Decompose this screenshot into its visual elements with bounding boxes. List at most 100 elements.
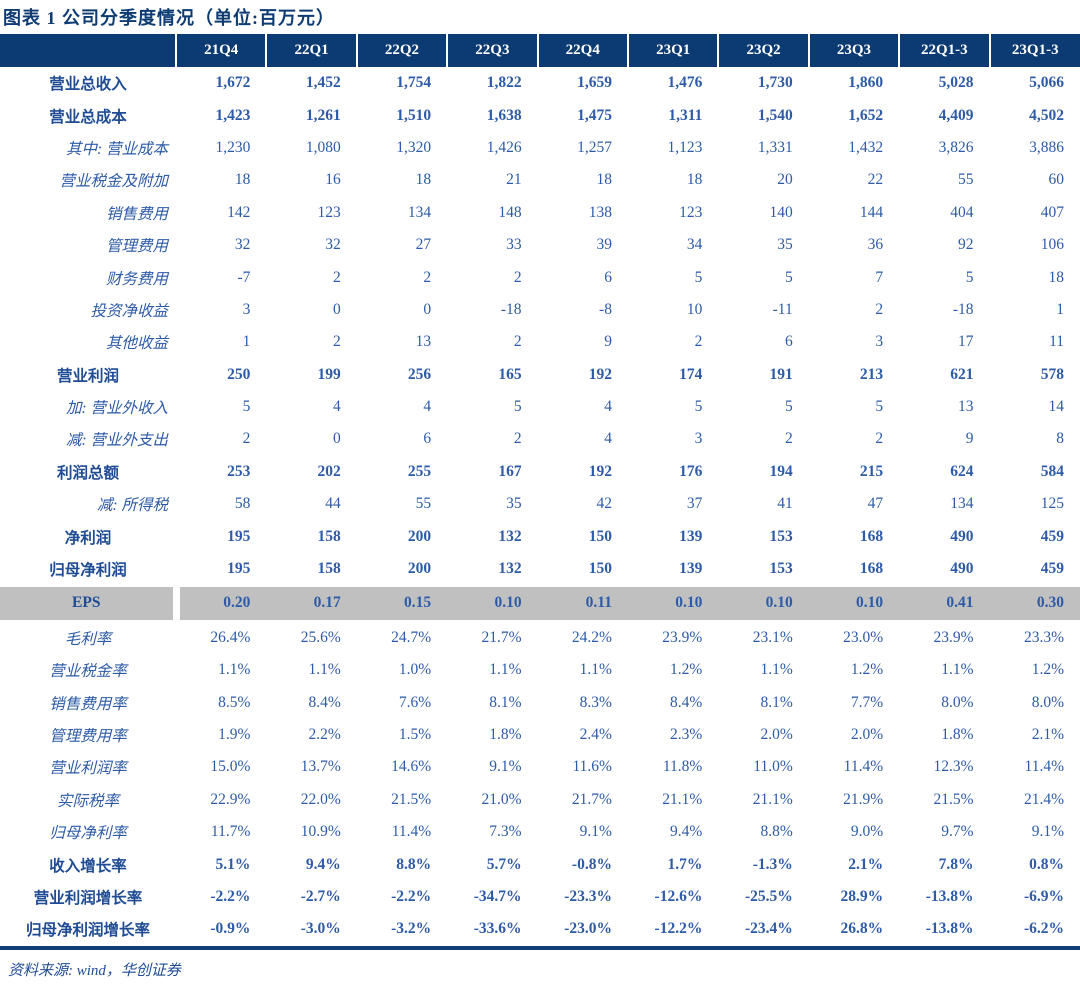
- row-label: 利润总额: [56, 464, 119, 482]
- value-cell: 165: [498, 365, 522, 383]
- value-cell: 5: [965, 268, 974, 286]
- value-cell: -23.3%: [564, 887, 612, 905]
- value-cell: 5.7%: [486, 855, 522, 873]
- value-cell: 1.2%: [1031, 661, 1064, 679]
- value-cell: 11.4%: [1024, 758, 1064, 776]
- value-cell: 0.15: [356, 585, 448, 622]
- value-cell: 213: [859, 365, 884, 383]
- table-row: 营业利润率 15.0% 13.7% 14.6% 9.1% 11.6% 11.8% 11.0% 1…: [0, 751, 1080, 783]
- value-cell: 6: [784, 333, 793, 351]
- table-row: 减: 所得税 58 44 55 35 42 37 41 47 134 125: [0, 488, 1080, 520]
- value-cell: 1.5%: [398, 726, 432, 743]
- value-cell: 0.20: [176, 585, 267, 622]
- header-cell-22q1-3: 22Q1-3: [898, 34, 990, 67]
- value-cell: 36: [867, 236, 884, 254]
- value-cell: 18: [415, 171, 432, 189]
- value-cell: 13.7%: [300, 758, 341, 776]
- table-row: 财务费用 -7 2 2 2 6 5 5 7 5 18: [0, 261, 1080, 293]
- value-cell: 168: [859, 527, 884, 545]
- value-cell: 4: [423, 398, 432, 416]
- value-cell: 2: [513, 430, 522, 448]
- value-cell: 0.8%: [1029, 855, 1064, 873]
- row-label: 收入增长率: [49, 857, 127, 875]
- value-cell: 8.1%: [489, 693, 522, 711]
- value-cell: 0.10: [718, 585, 809, 622]
- value-cell: 174: [679, 365, 703, 383]
- value-cell: 490: [950, 560, 974, 578]
- value-cell: -33.6%: [473, 920, 522, 938]
- row-label: 管理费用率: [49, 728, 127, 745]
- value-cell: 195: [227, 527, 251, 545]
- value-cell: 5: [784, 268, 793, 286]
- value-cell: 1,080: [305, 138, 341, 156]
- value-cell: 132: [498, 560, 522, 578]
- value-cell: 1,638: [486, 106, 522, 124]
- value-cell: 33: [506, 236, 522, 254]
- figure-title: 图表 1 公司分季度情况（单位:百万元）: [3, 8, 335, 28]
- value-cell: 21: [506, 171, 522, 189]
- value-cell: 7.7%: [850, 693, 884, 711]
- value-cell: -0.9%: [210, 920, 251, 938]
- value-cell: 24.7%: [391, 628, 432, 646]
- value-cell: 55: [415, 495, 432, 513]
- value-cell: 2.4%: [579, 726, 612, 743]
- value-cell: -34.7%: [473, 887, 522, 905]
- value-cell: 18: [686, 171, 703, 189]
- value-cell: 158: [317, 560, 341, 578]
- value-cell: 11.4%: [391, 823, 432, 841]
- value-cell: 8.8%: [760, 823, 793, 841]
- value-cell: 192: [588, 462, 612, 480]
- value-cell: 134: [950, 495, 974, 513]
- value-cell: 106: [1040, 236, 1064, 254]
- value-cell: 0.10: [808, 585, 900, 622]
- value-cell: 0.11: [537, 585, 628, 622]
- value-cell: 459: [1040, 560, 1064, 578]
- table-row: 净利润 195 158 200 132 150 139 153 168 490 459: [0, 520, 1080, 552]
- value-cell: 2: [242, 430, 251, 448]
- value-cell: 5: [513, 398, 522, 416]
- value-cell: 5,028: [938, 74, 974, 92]
- value-cell: 1,452: [305, 74, 341, 92]
- row-label: 投资净收益: [90, 302, 168, 320]
- value-cell: 1.7%: [667, 855, 703, 873]
- value-cell: 1,730: [757, 74, 793, 92]
- header-cell-23q3: 23Q3: [807, 34, 900, 67]
- value-cell: 21.0%: [481, 790, 522, 808]
- source-note: 资料来源: wind，华创证券: [8, 962, 181, 979]
- row-label: 减: 营业外支出: [65, 432, 168, 450]
- value-cell: 22.0%: [300, 790, 341, 808]
- value-cell: 3,886: [1029, 138, 1064, 156]
- value-cell: 7.8%: [938, 855, 974, 873]
- value-cell: 21.7%: [481, 628, 522, 646]
- value-cell: 407: [1040, 203, 1064, 221]
- value-cell: 158: [317, 527, 341, 545]
- value-cell: 142: [227, 203, 251, 221]
- row-label: 其他收益: [105, 335, 168, 353]
- table-row: 营业税金率 1.1% 1.1% 1.0% 1.1% 1.1% 1.2% 1.1% 1.2% 1.1…: [0, 654, 1080, 686]
- value-cell: 256: [407, 365, 432, 383]
- table-row: 利润总额 253 202 255 167 192 176 194 215 624 584: [0, 456, 1080, 488]
- value-cell: 15.0%: [210, 758, 251, 776]
- value-cell: 18: [234, 171, 251, 189]
- value-cell: 42: [596, 495, 612, 513]
- value-cell: 12.3%: [933, 758, 974, 776]
- value-cell: 578: [1040, 365, 1064, 383]
- value-cell: -23.4%: [744, 920, 793, 938]
- value-cell: 199: [317, 365, 341, 383]
- value-cell: 1,261: [305, 106, 341, 124]
- value-cell: -12.6%: [654, 887, 703, 905]
- header-cell-22q1: 22Q1: [265, 34, 357, 67]
- value-cell: 34: [686, 236, 703, 254]
- value-cell: 9.7%: [941, 823, 974, 841]
- value-cell: 21.4%: [1023, 790, 1064, 808]
- value-cell: 2.0%: [850, 726, 884, 743]
- value-cell: 148: [498, 203, 522, 221]
- value-cell: 1,320: [396, 138, 432, 156]
- value-cell: 17: [958, 333, 974, 351]
- table-row: 减: 营业外支出 2 0 6 2 4 3 2 2 9 8: [0, 423, 1080, 455]
- value-cell: 3: [242, 300, 251, 318]
- header-cell-23q1-3: 23Q1-3: [988, 34, 1080, 67]
- header-cell-22q3: 22Q3: [446, 34, 538, 67]
- table-row: 营业总成本 1,423 1,261 1,510 1,638 1,475 1,311 1,540…: [0, 99, 1080, 131]
- value-cell: 11: [1049, 333, 1064, 351]
